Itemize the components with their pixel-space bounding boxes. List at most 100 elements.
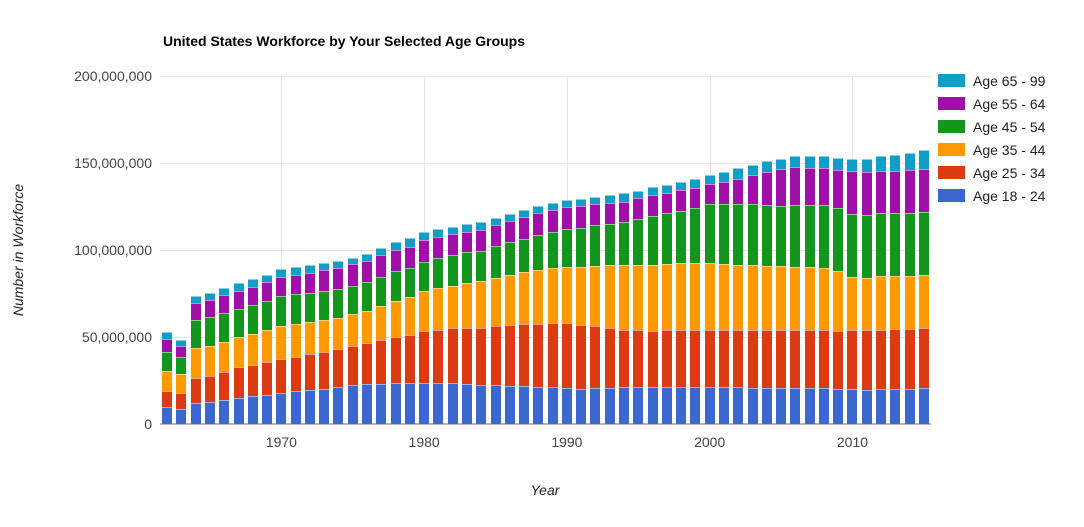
- bar-segment-2010-age-25-34[interactable]: [847, 330, 858, 390]
- bar-segment-2004-age-18-24[interactable]: [761, 388, 772, 424]
- bar-segment-1993-age-65-99[interactable]: [604, 195, 615, 204]
- bar-segment-1982-age-35-44[interactable]: [447, 285, 458, 329]
- bar-segment-1986-age-25-34[interactable]: [504, 325, 515, 386]
- bar-1966[interactable]: [219, 287, 230, 424]
- bar-segment-1973-age-25-34[interactable]: [319, 351, 330, 389]
- bar-segment-1989-age-65-99[interactable]: [547, 202, 558, 210]
- bar-segment-1993-age-55-64[interactable]: [604, 203, 615, 224]
- bar-2005[interactable]: [776, 158, 787, 424]
- bar-segment-2001-age-18-24[interactable]: [718, 387, 729, 424]
- bar-segment-1980-age-25-34[interactable]: [419, 331, 430, 383]
- bar-segment-2012-age-45-54[interactable]: [876, 213, 887, 277]
- bar-segment-2008-age-45-54[interactable]: [818, 204, 829, 269]
- bar-segment-1982-age-18-24[interactable]: [447, 383, 458, 424]
- bar-segment-1976-age-18-24[interactable]: [362, 384, 373, 424]
- bar-segment-2014-age-55-64[interactable]: [904, 170, 915, 213]
- bar-segment-1990-age-25-34[interactable]: [561, 323, 572, 389]
- bar-segment-1998-age-65-99[interactable]: [676, 181, 687, 191]
- bar-1981[interactable]: [433, 229, 444, 424]
- bar-segment-1972-age-55-64[interactable]: [304, 272, 315, 293]
- bar-segment-2015-age-45-54[interactable]: [918, 211, 929, 276]
- bar-segment-1986-age-65-99[interactable]: [504, 213, 515, 222]
- bar-segment-2003-age-45-54[interactable]: [747, 203, 758, 266]
- bar-segment-1978-age-25-34[interactable]: [390, 337, 401, 384]
- bar-segment-1963-age-65-99[interactable]: [176, 340, 187, 347]
- bar-2012[interactable]: [876, 156, 887, 424]
- bar-segment-1984-age-65-99[interactable]: [476, 221, 487, 230]
- bar-segment-1994-age-55-64[interactable]: [619, 201, 630, 222]
- bar-segment-2006-age-55-64[interactable]: [790, 167, 801, 205]
- bar-segment-1983-age-18-24[interactable]: [461, 383, 472, 424]
- bar-segment-1968-age-55-64[interactable]: [247, 286, 258, 306]
- bar-segment-1985-age-35-44[interactable]: [490, 277, 501, 326]
- bar-segment-1998-age-35-44[interactable]: [676, 263, 687, 331]
- bar-segment-2004-age-35-44[interactable]: [761, 265, 772, 331]
- bar-segment-1970-age-35-44[interactable]: [276, 326, 287, 359]
- bar-segment-1971-age-45-54[interactable]: [290, 294, 301, 325]
- bar-segment-1974-age-18-24[interactable]: [333, 386, 344, 424]
- bar-segment-1984-age-25-34[interactable]: [476, 328, 487, 386]
- bar-segment-1984-age-35-44[interactable]: [476, 281, 487, 329]
- bar-segment-2005-age-65-99[interactable]: [776, 158, 787, 170]
- bar-segment-1976-age-25-34[interactable]: [362, 343, 373, 385]
- bar-segment-2001-age-55-64[interactable]: [718, 181, 729, 204]
- bar-segment-2010-age-35-44[interactable]: [847, 276, 858, 331]
- bar-segment-2008-age-25-34[interactable]: [818, 330, 829, 389]
- bar-segment-1963-age-45-54[interactable]: [176, 356, 187, 375]
- bar-segment-2012-age-35-44[interactable]: [876, 276, 887, 330]
- bar-segment-2012-age-55-64[interactable]: [876, 170, 887, 214]
- bar-segment-1971-age-25-34[interactable]: [290, 356, 301, 392]
- bar-segment-1996-age-18-24[interactable]: [647, 387, 658, 424]
- bar-segment-1996-age-65-99[interactable]: [647, 187, 658, 195]
- bar-1963[interactable]: [176, 340, 187, 424]
- bar-segment-1981-age-45-54[interactable]: [433, 258, 444, 289]
- bar-segment-1982-age-65-99[interactable]: [447, 226, 458, 235]
- bar-segment-1970-age-45-54[interactable]: [276, 295, 287, 327]
- bar-segment-1975-age-25-34[interactable]: [347, 346, 358, 386]
- bar-segment-1991-age-45-54[interactable]: [576, 227, 587, 267]
- bar-segment-1965-age-35-44[interactable]: [204, 346, 215, 377]
- bar-segment-1979-age-45-54[interactable]: [404, 268, 415, 298]
- bar-segment-1992-age-65-99[interactable]: [590, 196, 601, 204]
- bar-segment-1969-age-25-34[interactable]: [262, 361, 273, 395]
- bar-segment-2015-age-18-24[interactable]: [918, 388, 929, 424]
- bar-segment-1986-age-35-44[interactable]: [504, 275, 515, 326]
- bar-segment-1971-age-35-44[interactable]: [290, 324, 301, 357]
- bar-segment-1970-age-25-34[interactable]: [276, 358, 287, 393]
- bar-segment-1983-age-35-44[interactable]: [461, 282, 472, 329]
- bar-segment-1995-age-55-64[interactable]: [633, 198, 644, 220]
- bar-2001[interactable]: [718, 171, 729, 424]
- bar-segment-1977-age-45-54[interactable]: [376, 277, 387, 306]
- bar-segment-1992-age-45-54[interactable]: [590, 225, 601, 266]
- bar-segment-2015-age-65-99[interactable]: [918, 150, 929, 170]
- bar-segment-1971-age-18-24[interactable]: [290, 391, 301, 424]
- bar-segment-1994-age-35-44[interactable]: [619, 264, 630, 331]
- bar-segment-1966-age-18-24[interactable]: [219, 399, 230, 424]
- bar-segment-1999-age-25-34[interactable]: [690, 330, 701, 387]
- bar-segment-1962-age-35-44[interactable]: [162, 370, 173, 391]
- bar-segment-1972-age-65-99[interactable]: [304, 265, 315, 273]
- bar-segment-1972-age-25-34[interactable]: [304, 354, 315, 390]
- bar-segment-1983-age-25-34[interactable]: [461, 328, 472, 384]
- bar-segment-1979-age-25-34[interactable]: [404, 334, 415, 384]
- bar-segment-1977-age-18-24[interactable]: [376, 383, 387, 424]
- bar-segment-1996-age-45-54[interactable]: [647, 215, 658, 265]
- bar-segment-1980-age-55-64[interactable]: [419, 240, 430, 262]
- bar-segment-1991-age-65-99[interactable]: [576, 198, 587, 206]
- bar-segment-1965-age-65-99[interactable]: [204, 293, 215, 300]
- bar-segment-1998-age-55-64[interactable]: [676, 190, 687, 211]
- bar-segment-2001-age-35-44[interactable]: [718, 263, 729, 331]
- bar-segment-1985-age-55-64[interactable]: [490, 224, 501, 246]
- bar-segment-1990-age-18-24[interactable]: [561, 388, 572, 424]
- bar-segment-1964-age-25-34[interactable]: [190, 378, 201, 404]
- bar-segment-1976-age-45-54[interactable]: [362, 282, 373, 311]
- bar-1967[interactable]: [233, 283, 244, 424]
- bar-segment-2000-age-25-34[interactable]: [704, 330, 715, 387]
- bar-segment-2010-age-65-99[interactable]: [847, 158, 858, 172]
- bar-segment-1978-age-55-64[interactable]: [390, 249, 401, 272]
- bar-segment-1995-age-35-44[interactable]: [633, 264, 644, 331]
- bar-segment-1986-age-18-24[interactable]: [504, 385, 515, 424]
- bar-segment-1969-age-35-44[interactable]: [262, 330, 273, 362]
- bar-segment-1975-age-35-44[interactable]: [347, 314, 358, 347]
- bar-1974[interactable]: [333, 260, 344, 424]
